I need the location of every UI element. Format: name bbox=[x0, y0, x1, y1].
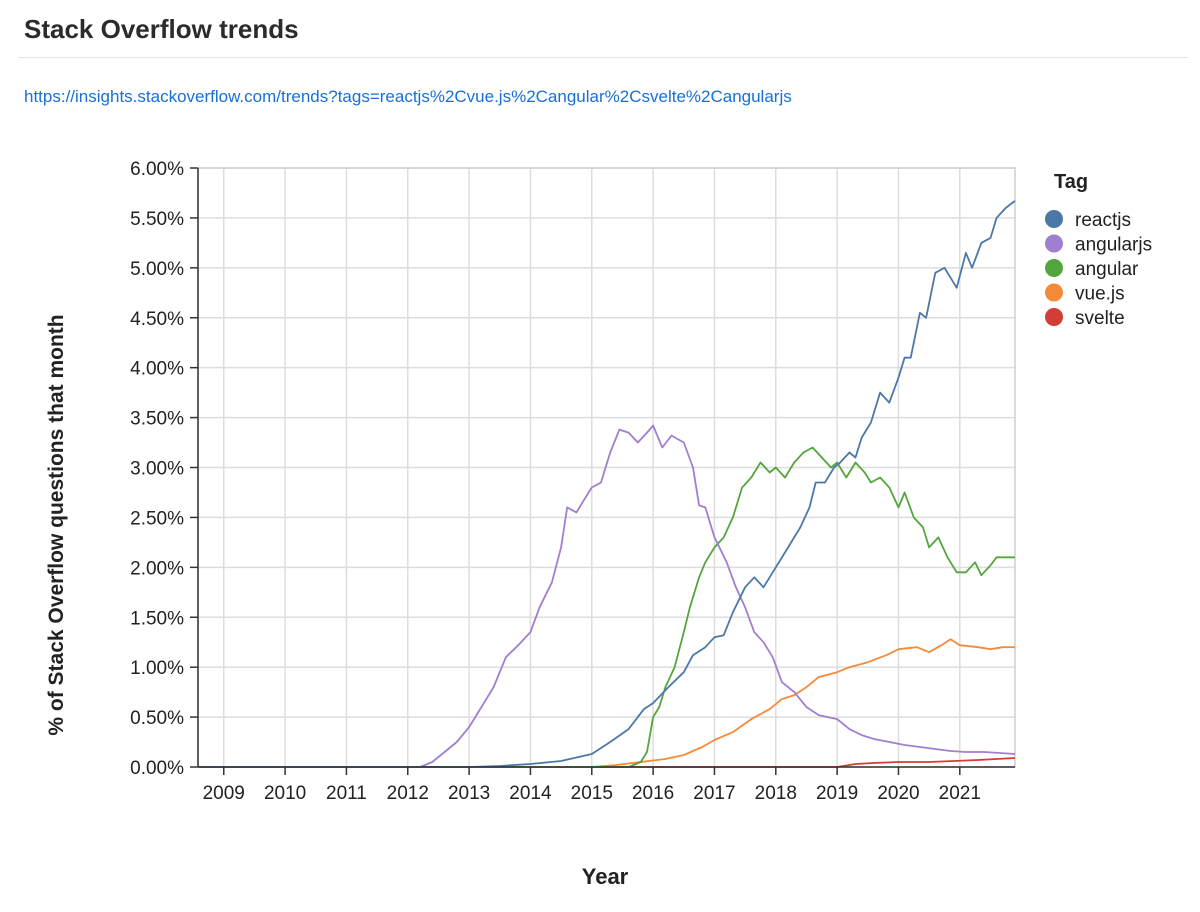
series-line-angularjs bbox=[199, 424, 1016, 768]
y-tick-label: 5.00% bbox=[130, 259, 184, 280]
series-line-svelte bbox=[199, 757, 1016, 768]
legend-label-svelte: svelte bbox=[1075, 308, 1125, 329]
x-tick-label: 2010 bbox=[264, 783, 306, 804]
y-axis-label: % of Stack Overflow questions that month bbox=[45, 314, 68, 735]
legend-label-reactjs: reactjs bbox=[1075, 210, 1131, 231]
x-tick-label: 2014 bbox=[509, 783, 552, 804]
x-tick-label: 2017 bbox=[693, 783, 735, 804]
x-tick-label: 2020 bbox=[877, 783, 919, 804]
page-title: Stack Overflow trends bbox=[24, 14, 299, 44]
title-divider bbox=[18, 57, 1188, 58]
y-tick-label: 2.00% bbox=[130, 558, 184, 579]
series-line-vue.js bbox=[199, 638, 1015, 768]
legend-label-angular: angular bbox=[1075, 259, 1139, 280]
legend-swatch-angularjs bbox=[1045, 234, 1063, 253]
x-tick-label: 2012 bbox=[387, 783, 429, 804]
y-tick-label: 5.50% bbox=[130, 209, 184, 230]
axes: 0.00% 0.50% 1.00% 1.50% 2.00% 2.50% 3.00% 3.50%… bbox=[130, 159, 1015, 804]
x-tick-label: 2016 bbox=[632, 783, 674, 804]
x-axis-label: Year bbox=[582, 864, 629, 889]
y-tick-label: 2.50% bbox=[130, 508, 184, 529]
x-tick-label: 2018 bbox=[755, 783, 797, 804]
x-tick-label: 2009 bbox=[203, 783, 245, 804]
legend-title: Tag bbox=[1054, 171, 1088, 193]
legend-label-angularjs: angularjs bbox=[1075, 235, 1152, 256]
x-tick-label: 2021 bbox=[939, 783, 981, 804]
legend-swatch-reactjs bbox=[1045, 210, 1063, 228]
x-tick-label: 2013 bbox=[448, 783, 490, 804]
y-tick-label: 0.50% bbox=[130, 708, 184, 729]
legend-swatch-svelte bbox=[1045, 308, 1063, 326]
legend: Tag reactjs angularjs angular vue.js svelte bbox=[1045, 171, 1152, 329]
trends-link[interactable]: https://insights.stackoverflow.com/trend… bbox=[24, 87, 792, 106]
y-tick-label: 3.00% bbox=[130, 459, 184, 480]
x-tick-label: 2011 bbox=[326, 783, 367, 804]
legend-swatch-angular bbox=[1045, 259, 1063, 277]
y-tick-label: 3.50% bbox=[130, 409, 184, 430]
x-tick-label: 2019 bbox=[816, 783, 858, 804]
y-tick-label: 6.00% bbox=[130, 159, 184, 180]
x-tick-label: 2015 bbox=[571, 783, 613, 804]
legend-swatch-vue.js bbox=[1045, 283, 1063, 302]
y-tick-label: 0.00% bbox=[130, 758, 184, 779]
series-line-reactjs bbox=[199, 200, 1016, 768]
y-tick-label: 4.50% bbox=[130, 309, 184, 330]
series-lines bbox=[199, 200, 1016, 768]
series-line-angular bbox=[199, 446, 1015, 768]
y-tick-label: 1.00% bbox=[130, 658, 184, 679]
y-tick-label: 4.00% bbox=[130, 359, 184, 380]
legend-label-vue.js: vue.js bbox=[1075, 284, 1125, 305]
y-tick-label: 1.50% bbox=[130, 608, 184, 629]
